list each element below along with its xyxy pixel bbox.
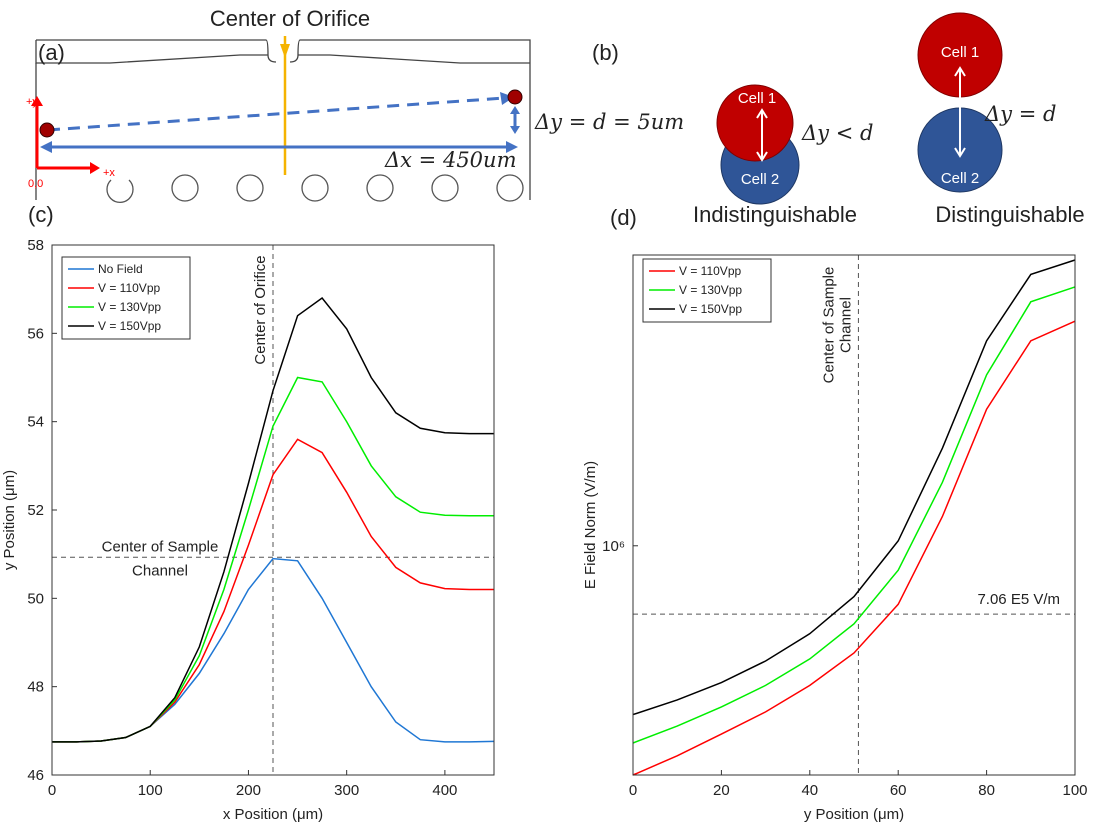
x-tick-label: 20 bbox=[713, 782, 730, 799]
reference-label: Channel bbox=[837, 297, 854, 353]
y-tick-label: 58 bbox=[27, 237, 44, 254]
channel-wall bbox=[35, 63, 531, 200]
channel-wall bbox=[35, 40, 268, 64]
arrow-head bbox=[510, 106, 520, 134]
cell-dot bbox=[507, 89, 523, 105]
caption: Indistinguishable bbox=[693, 202, 857, 227]
reference-label: Center of Sample bbox=[102, 538, 219, 555]
axis-label: 0,0 bbox=[28, 178, 43, 190]
cell-label: Cell 1 bbox=[738, 90, 776, 107]
trajectory bbox=[47, 96, 506, 132]
x-tick-label: 60 bbox=[890, 782, 907, 799]
cell-dot bbox=[39, 122, 55, 138]
caption: Distinguishable bbox=[935, 202, 1084, 227]
cell-label: Cell 2 bbox=[941, 170, 979, 187]
arrow-head bbox=[31, 96, 100, 174]
x-tick-label: 80 bbox=[978, 782, 995, 799]
reference-label: Center of Orifice bbox=[252, 255, 269, 364]
axis-label: +y bbox=[26, 96, 38, 108]
y-axis-label: y Position (μm) bbox=[1, 470, 18, 570]
legend-label: V = 130Vpp bbox=[98, 300, 161, 314]
panel-label: (a) bbox=[38, 40, 65, 65]
pillars bbox=[106, 174, 524, 203]
orifice-arrow bbox=[280, 44, 290, 58]
x-tick-label: 100 bbox=[138, 782, 163, 799]
cell-label: Cell 2 bbox=[741, 171, 779, 188]
reference-label: Center of Sample bbox=[820, 267, 837, 384]
legend-label: V = 150Vpp bbox=[679, 302, 742, 316]
reference-label: Channel bbox=[132, 562, 188, 579]
axis-label: +x bbox=[103, 167, 115, 179]
series-line bbox=[632, 259, 1076, 716]
y-tick-label: 54 bbox=[27, 414, 44, 431]
panel-a bbox=[31, 36, 531, 203]
legend-label: V = 110Vpp bbox=[98, 281, 160, 295]
relation: Δy = d bbox=[984, 102, 1056, 126]
plot-frame bbox=[51, 244, 495, 776]
diagram-title: Center of Orifice bbox=[210, 6, 370, 31]
series-line bbox=[632, 320, 1076, 776]
plot-frame bbox=[632, 254, 1076, 776]
cell-label: Cell 1 bbox=[941, 44, 979, 61]
gap-arrow bbox=[756, 108, 768, 162]
x-tick-label: 0 bbox=[629, 782, 637, 799]
series-line bbox=[632, 286, 1076, 744]
channel-wall bbox=[298, 54, 530, 64]
relation: Δy < d bbox=[801, 121, 873, 145]
y-tick-label: 10⁶ bbox=[602, 538, 625, 555]
cell-1 bbox=[716, 84, 794, 162]
y-tick-label: 46 bbox=[27, 767, 44, 784]
legend-label: V = 110Vpp bbox=[679, 264, 741, 278]
legend-label: V = 150Vpp bbox=[98, 319, 161, 333]
y-tick-label: 48 bbox=[27, 679, 44, 696]
dy-label: Δy = d = 5um bbox=[534, 110, 684, 134]
series-line bbox=[52, 296, 494, 743]
y-tick-label: 50 bbox=[27, 590, 44, 607]
dx-label: Δx = 450um bbox=[384, 148, 516, 172]
x-tick-label: 400 bbox=[432, 782, 457, 799]
panel-label: (b) bbox=[592, 40, 619, 65]
x-tick-label: 300 bbox=[334, 782, 359, 799]
y-tick-label: 52 bbox=[27, 502, 44, 519]
panel-label: (d) bbox=[610, 205, 637, 230]
gap-arrow bbox=[954, 66, 966, 158]
x-tick-label: 40 bbox=[801, 782, 818, 799]
legend-label: V = 130Vpp bbox=[679, 283, 742, 297]
reference-label: 7.06 E5 V/m bbox=[977, 591, 1060, 608]
x-tick-label: 200 bbox=[236, 782, 261, 799]
panel-label: (c) bbox=[28, 202, 54, 227]
x-axis-label: x Position (μm) bbox=[223, 806, 323, 823]
arrow-head bbox=[500, 92, 514, 105]
y-axis-label: E Field Norm (V/m) bbox=[582, 461, 599, 589]
x-tick-label: 0 bbox=[48, 782, 56, 799]
x-tick-label: 100 bbox=[1062, 782, 1087, 799]
y-tick-label: 56 bbox=[27, 325, 44, 342]
legend-label: No Field bbox=[98, 262, 143, 276]
x-axis-label: y Position (μm) bbox=[804, 806, 904, 823]
axes-arrows bbox=[35, 104, 92, 170]
